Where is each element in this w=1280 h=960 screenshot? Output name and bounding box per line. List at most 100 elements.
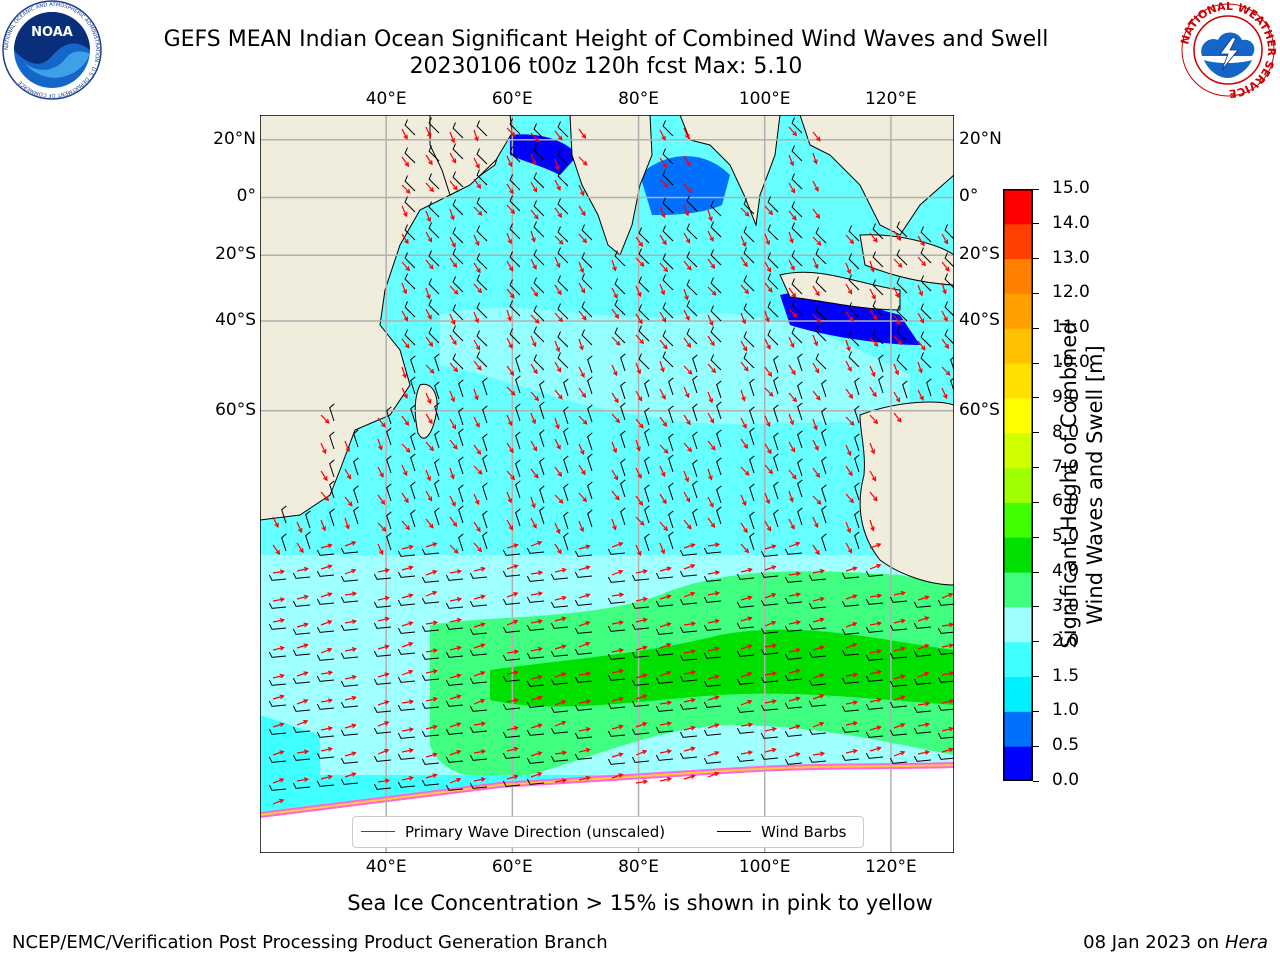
- wave-direction-arrowhead: [819, 751, 826, 757]
- wave-direction-arrowhead: [852, 594, 858, 599]
- colorbar-tick-label: 1.5: [1052, 665, 1080, 686]
- wind-barb: [482, 433, 488, 452]
- wave-direction-arrowhead: [690, 621, 697, 627]
- wind-barb: [614, 278, 626, 295]
- wave-direction-arrow: [635, 418, 644, 428]
- wind-barb: [373, 573, 392, 580]
- wave-direction-arrowhead: [771, 747, 777, 753]
- wind-barb: [913, 601, 932, 608]
- wind-barb: [482, 405, 488, 424]
- wave-direction-arrowhead: [847, 289, 853, 295]
- wave-direction-arrow: [401, 443, 411, 453]
- wave-direction-arrow: [449, 390, 455, 402]
- wind-barb: [428, 222, 440, 239]
- wave-direction-arrow: [578, 566, 590, 571]
- wave-direction-arrowhead: [558, 317, 564, 323]
- wave-direction-arrowhead: [744, 470, 750, 476]
- wind-barb: [821, 379, 827, 398]
- wind-barb: [428, 327, 440, 344]
- wind-barb: [526, 596, 545, 603]
- wave-direction-arrow: [506, 337, 513, 349]
- wave-direction-arrowhead: [476, 183, 482, 189]
- wind-barb: [896, 221, 908, 238]
- wave-direction-arrowhead: [709, 236, 714, 242]
- wind-barb: [865, 703, 884, 710]
- wave-direction-arrow: [272, 516, 279, 528]
- wave-direction-arrow: [611, 542, 623, 548]
- wave-direction-arrow: [788, 392, 797, 402]
- wave-direction-arrow: [707, 543, 719, 547]
- wave-direction-arrow: [320, 491, 329, 501]
- wind-barb: [644, 533, 650, 552]
- wave-direction-arrowhead: [321, 526, 327, 532]
- wave-direction-arrowhead: [686, 161, 691, 167]
- wave-direction-arrowhead: [432, 724, 438, 730]
- wind-barb: [386, 455, 392, 474]
- wave-direction-arrow: [893, 647, 905, 652]
- wave-direction-arrowhead: [408, 642, 414, 647]
- wave-direction-arrow: [845, 283, 852, 294]
- wave-direction-arrowhead: [714, 695, 720, 701]
- wave-direction-arrow: [401, 128, 408, 140]
- wave-direction-arrowhead: [452, 444, 458, 450]
- wave-direction-arrowhead: [561, 567, 567, 573]
- wind-barb: [502, 570, 521, 577]
- wave-band-indonesia: [780, 292, 920, 345]
- wave-direction-arrow: [659, 521, 668, 531]
- wave-direction-arrowhead: [351, 674, 357, 680]
- wind-barb: [749, 406, 755, 425]
- wave-direction-arrowhead: [876, 746, 882, 752]
- wave-direction-arrow: [869, 670, 881, 675]
- wave-direction-arrow: [788, 182, 795, 193]
- colorbar-tick-mark: [1033, 745, 1039, 747]
- wave-direction-arrow: [812, 495, 822, 505]
- wave-direction-arrowhead: [789, 343, 795, 349]
- wind-barb: [340, 652, 359, 659]
- wind-barb: [749, 455, 755, 474]
- wind-barb: [808, 574, 827, 581]
- wave-direction-arrow: [845, 622, 857, 628]
- wave-direction-arrowhead: [408, 699, 415, 705]
- wave-direction-arrow: [788, 669, 800, 674]
- wave-direction-arrowhead: [849, 239, 855, 245]
- wind-barb: [526, 729, 545, 736]
- wave-direction-arrowhead: [279, 778, 285, 783]
- wave-direction-arrowhead: [351, 591, 358, 597]
- wave-direction-arrow: [764, 520, 771, 531]
- wave-direction-arrow: [707, 751, 719, 757]
- wind-barb: [476, 197, 488, 214]
- wave-direction-arrowhead: [405, 447, 411, 453]
- wind-barb: [821, 456, 827, 475]
- wave-direction-arrowhead: [765, 240, 771, 246]
- wind-barb: [292, 705, 311, 712]
- wind-barb: [329, 459, 335, 478]
- wind-barb: [821, 505, 827, 524]
- wave-direction-arrowhead: [792, 131, 798, 137]
- wind-barb: [662, 274, 674, 291]
- wind-barb: [563, 378, 569, 397]
- wind-barb: [421, 779, 440, 786]
- wind-barb: [526, 680, 545, 687]
- y-tick-label-right: 40°S: [959, 310, 1000, 331]
- wave-direction-arrowhead: [663, 182, 669, 188]
- wind-barb: [574, 753, 593, 760]
- wind-barb: [743, 352, 755, 369]
- wave-direction-arrow: [530, 153, 536, 165]
- wave-direction-arrow: [869, 232, 878, 242]
- wind-barb: [767, 329, 779, 346]
- wave-direction-arrowhead: [561, 616, 567, 622]
- wave-direction-arrow: [506, 288, 515, 298]
- wave-direction-arrowhead: [327, 774, 333, 780]
- wind-barb: [292, 600, 311, 607]
- wave-direction-arrow: [740, 256, 748, 267]
- wave-direction-arrowhead: [714, 591, 721, 596]
- wave-direction-arrowhead: [944, 343, 950, 349]
- wave-direction-arrowhead: [710, 522, 716, 528]
- wind-barb: [404, 119, 416, 136]
- wind-barb: [944, 329, 954, 345]
- wind-barb: [808, 756, 827, 763]
- wave-direction-arrowhead: [327, 726, 334, 731]
- wind-barb: [404, 196, 416, 213]
- colorbar-tick-label: 12.0: [1052, 282, 1090, 303]
- wave-direction-arrow: [578, 672, 590, 676]
